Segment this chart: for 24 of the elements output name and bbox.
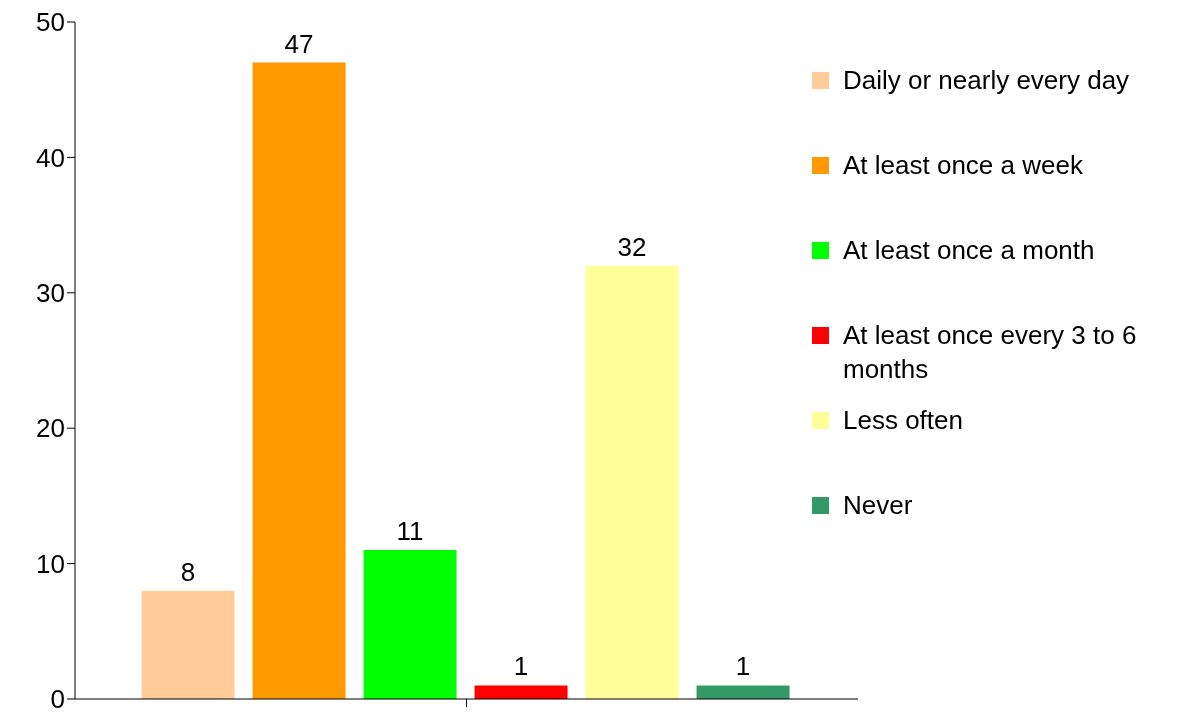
bar — [363, 550, 457, 699]
y-tick-label: 10 — [36, 548, 65, 579]
data-label: 47 — [284, 28, 314, 59]
bar — [474, 685, 568, 699]
data-label: 1 — [735, 651, 751, 682]
data-label: 8 — [180, 556, 196, 587]
y-tick-label: 50 — [36, 7, 65, 38]
y-tick-label: 0 — [50, 684, 65, 715]
data-label: 1 — [513, 651, 529, 682]
bar — [252, 62, 346, 699]
y-tick-label: 30 — [36, 278, 65, 309]
legend-label: Daily or nearly every day — [843, 64, 1130, 97]
bar — [585, 265, 679, 699]
bar — [141, 590, 235, 699]
legend-label: Never — [843, 489, 913, 522]
legend-label: At least once a week — [843, 149, 1083, 182]
data-label: 32 — [617, 231, 647, 262]
data-label: 11 — [396, 516, 424, 547]
y-tick-label: 40 — [36, 142, 65, 173]
legend-label: At least once a month — [843, 234, 1095, 267]
bar — [696, 685, 790, 699]
y-tick-label: 20 — [36, 413, 65, 444]
legend-label: At least once every 3 to 6 months — [843, 319, 1138, 386]
legend-label: Less often — [843, 404, 963, 437]
